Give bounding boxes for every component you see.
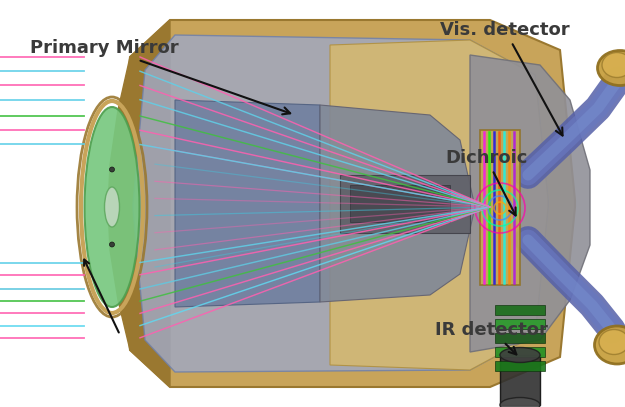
Polygon shape [133,35,548,372]
Text: Dichroic: Dichroic [445,149,528,215]
Polygon shape [118,20,575,387]
Ellipse shape [109,242,114,247]
Ellipse shape [594,326,625,364]
Bar [500,355,540,405]
Ellipse shape [109,167,114,172]
Polygon shape [480,130,520,285]
Bar [495,319,545,329]
Polygon shape [330,40,548,370]
Bar [495,305,545,315]
Bar [340,175,470,233]
Polygon shape [175,100,320,307]
Bar [495,361,545,371]
Ellipse shape [500,348,540,363]
Ellipse shape [599,330,625,354]
Polygon shape [108,20,170,387]
Polygon shape [470,55,590,352]
Ellipse shape [104,187,119,227]
Polygon shape [320,105,475,302]
Ellipse shape [84,107,139,307]
Ellipse shape [598,50,625,85]
Ellipse shape [500,398,540,407]
Text: Vis. detector: Vis. detector [440,21,569,136]
Text: IR detector: IR detector [435,321,548,354]
Ellipse shape [602,53,625,77]
Bar [495,333,545,343]
Bar [350,185,450,222]
Text: Primary Mirror: Primary Mirror [30,39,290,114]
Bar [495,347,545,357]
